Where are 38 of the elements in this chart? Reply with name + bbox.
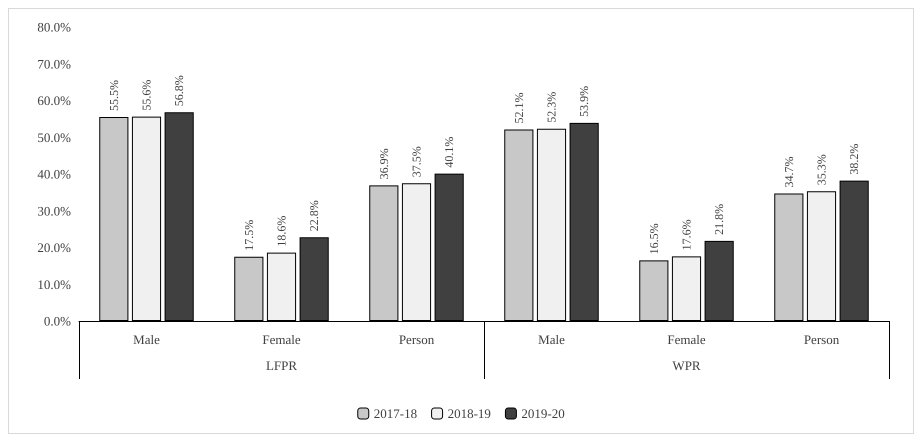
y-tick-label: 40.0% <box>37 166 72 182</box>
data-label: 18.6% <box>274 216 288 247</box>
data-label: 16.5% <box>646 223 661 254</box>
data-label: 22.8% <box>307 200 322 232</box>
text: LFPR <box>266 358 298 373</box>
x-tick-label: Female <box>262 332 301 347</box>
y-tick-label: 0.0% <box>44 314 72 328</box>
y-tick-label: 80.0% <box>37 20 72 34</box>
x-tick-label: Person <box>398 332 435 347</box>
data-label: 40.1% <box>442 136 456 168</box>
data-label: 56.8% <box>172 75 186 106</box>
x-tick-label: Female <box>667 332 706 347</box>
x-tick-label: Male <box>133 332 160 347</box>
data-label: 21.8% <box>712 204 726 235</box>
data-label: 53.9% <box>577 86 592 117</box>
data-label: 36.9% <box>376 148 391 180</box>
data-label: 17.6% <box>680 219 694 250</box>
x-tick-label: Male <box>538 332 566 347</box>
data-label: 35.3% <box>814 154 828 186</box>
data-label: 52.1% <box>512 92 526 124</box>
data-label: 55.5% <box>106 80 121 112</box>
data-label: 38.2% <box>847 144 862 175</box>
legend-label: 2019-20 <box>521 406 565 421</box>
y-tick-label: 70.0% <box>37 56 72 72</box>
x-tick-label: Person <box>804 332 840 347</box>
y-tick-label: 50.0% <box>37 130 72 145</box>
data-label: 34.7% <box>782 156 796 188</box>
text: WPR <box>672 358 701 373</box>
y-tick-label: 10.0% <box>37 276 72 292</box>
data-label: 52.3% <box>544 92 558 123</box>
data-label: 55.6% <box>140 80 154 111</box>
y-tick-label: 20.0% <box>37 240 72 255</box>
data-label: 17.5% <box>242 220 256 251</box>
legend-label: 2018-19 <box>448 406 491 421</box>
y-tick-label: 60.0% <box>37 93 72 108</box>
data-label: 37.5% <box>410 146 424 178</box>
y-tick-label: 30.0% <box>37 203 72 218</box>
legend-label: 2017-18 <box>374 406 418 421</box>
